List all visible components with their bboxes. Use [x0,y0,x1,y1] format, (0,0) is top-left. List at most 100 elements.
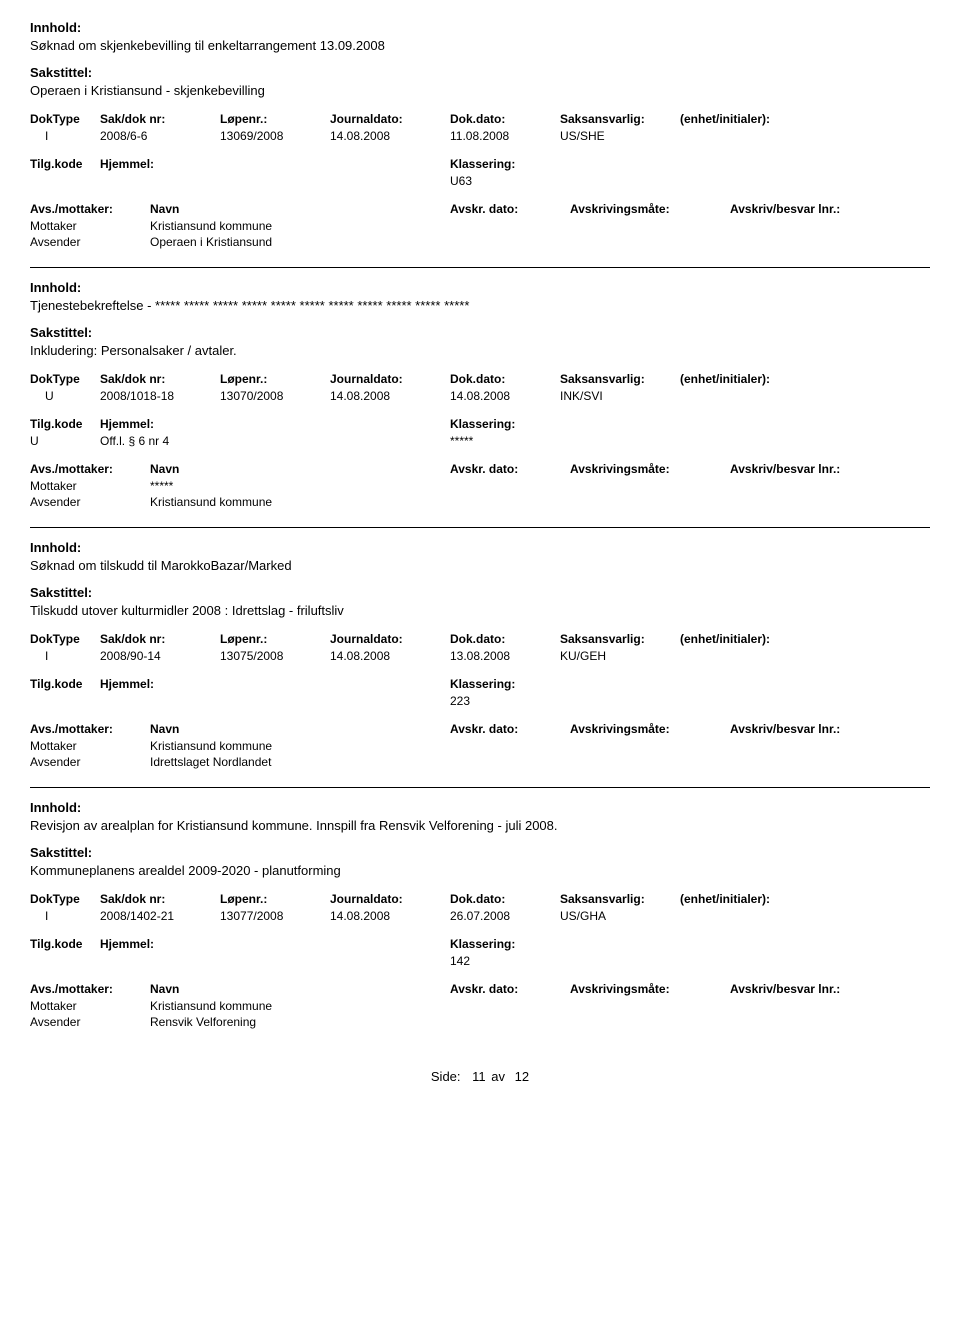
lopenr-value: 13077/2008 [220,909,330,923]
klassering-header: Klassering: [450,677,515,691]
klassering-value: 142 [450,954,470,968]
header-row: DokType Sak/dok nr: Løpenr.: Journaldato… [30,632,930,646]
party-role: Mottaker [30,999,150,1013]
klass-header-row: Tilg.kode Hjemmel: Klassering: [30,937,930,951]
party-navn: Kristiansund kommune [150,999,450,1013]
dokdato-header: Dok.dato: [450,892,560,906]
sakstittel-label: Sakstittel: [30,585,930,600]
party-navn: Rensvik Velforening [150,1015,450,1029]
innhold-label: Innhold: [30,280,930,295]
klassering-value: 223 [450,694,470,708]
party-role: Mottaker [30,479,150,493]
klassering-header: Klassering: [450,417,515,431]
party-role: Avsender [30,495,150,509]
entry-divider [30,267,930,268]
sakstittel-label: Sakstittel: [30,325,930,340]
sakdok-header: Sak/dok nr: [100,372,220,386]
party-row: Avsender Idrettslaget Nordlandet [30,755,930,769]
avskrivbesvar-header: Avskriv/besvar lnr.: [730,462,840,476]
navn-header: Navn [150,982,450,996]
journal-entry: Innhold: Tjenestebekreftelse - ***** ***… [30,280,930,509]
sakstittel-label: Sakstittel: [30,65,930,80]
sakdok-header: Sak/dok nr: [100,892,220,906]
avsmottaker-header: Avs./mottaker: [30,462,150,476]
avskrdato-header: Avskr. dato: [450,202,570,216]
avsmottaker-header: Avs./mottaker: [30,982,150,996]
doktype-value: U [30,389,100,403]
dokdato-header: Dok.dato: [450,112,560,126]
journal-entry: Innhold: Revisjon av arealplan for Krist… [30,800,930,1029]
journal-header: Journaldato: [330,372,450,386]
dokdato-header: Dok.dato: [450,632,560,646]
sakstittel-value: Tilskudd utover kulturmidler 2008 : Idre… [30,603,930,618]
avskrdato-header: Avskr. dato: [450,722,570,736]
party-navn: ***** [150,479,450,493]
enhet-header: (enhet/initialer): [680,632,830,646]
hjemmel-header: Hjemmel: [100,157,450,171]
sakdok-header: Sak/dok nr: [100,632,220,646]
party-navn: Kristiansund kommune [150,739,450,753]
journal-entry: Innhold: Søknad om skjenkebevilling til … [30,20,930,249]
party-role: Mottaker [30,739,150,753]
journal-entry: Innhold: Søknad om tilskudd til MarokkoB… [30,540,930,769]
tilgkode-value [30,174,100,188]
party-row: Avsender Kristiansund kommune [30,495,930,509]
sakdok-value: 2008/6-6 [100,129,220,143]
hjemmel-value: Off.l. § 6 nr 4 [100,434,450,448]
doktype-value: I [30,129,100,143]
enhet-header: (enhet/initialer): [680,112,830,126]
hjemmel-header: Hjemmel: [100,417,450,431]
party-role: Avsender [30,235,150,249]
tilgkode-header: Tilg.kode [30,677,100,691]
dokdato-value: 14.08.2008 [450,389,560,403]
doktype-header: DokType [30,372,100,386]
innhold-value: Tjenestebekreftelse - ***** ***** ***** … [30,298,930,313]
page-footer: Side: 11 av 12 [30,1069,930,1084]
journal-header: Journaldato: [330,632,450,646]
sakdok-header: Sak/dok nr: [100,112,220,126]
innhold-value: Søknad om tilskudd til MarokkoBazar/Mark… [30,558,930,573]
klass-value-row: U63 [30,174,930,188]
party-row: Avsender Rensvik Velforening [30,1015,930,1029]
footer-page: 11 [472,1069,486,1084]
header-row: DokType Sak/dok nr: Løpenr.: Journaldato… [30,892,930,906]
doktype-value: I [30,649,100,663]
avskrmate-header: Avskrivingsmåte: [570,462,730,476]
parties-header-row: Avs./mottaker: Navn Avskr. dato: Avskriv… [30,982,930,996]
klassering-value: ***** [450,434,473,448]
entry-divider [30,787,930,788]
lopenr-header: Løpenr.: [220,112,330,126]
sakstittel-value: Operaen i Kristiansund - skjenkebevillin… [30,83,930,98]
klass-header-row: Tilg.kode Hjemmel: Klassering: [30,677,930,691]
saksansvarlig-header: Saksansvarlig: [560,372,680,386]
sakstittel-value: Kommuneplanens arealdel 2009-2020 - plan… [30,863,930,878]
footer-av-label: av [491,1069,505,1084]
klassering-header: Klassering: [450,937,515,951]
saksansvarlig-header: Saksansvarlig: [560,892,680,906]
avskrivbesvar-header: Avskriv/besvar lnr.: [730,722,840,736]
journal-header: Journaldato: [330,892,450,906]
avskrdato-header: Avskr. dato: [450,462,570,476]
lopenr-header: Løpenr.: [220,372,330,386]
saksansvarlig-value: US/GHA [560,909,680,923]
lopenr-value: 13075/2008 [220,649,330,663]
party-row: Mottaker Kristiansund kommune [30,999,930,1013]
tilgkode-header: Tilg.kode [30,937,100,951]
innhold-label: Innhold: [30,800,930,815]
party-navn: Kristiansund kommune [150,219,450,233]
avskrdato-header: Avskr. dato: [450,982,570,996]
party-row: Avsender Operaen i Kristiansund [30,235,930,249]
hjemmel-value [100,954,450,968]
avskrivbesvar-header: Avskriv/besvar lnr.: [730,982,840,996]
klass-value-row: 223 [30,694,930,708]
journal-value: 14.08.2008 [330,909,450,923]
lopenr-header: Løpenr.: [220,632,330,646]
enhet-header: (enhet/initialer): [680,892,830,906]
footer-side-label: Side: [431,1069,461,1084]
lopenr-value: 13069/2008 [220,129,330,143]
klass-value-row: 142 [30,954,930,968]
klassering-value: U63 [450,174,472,188]
parties-header-row: Avs./mottaker: Navn Avskr. dato: Avskriv… [30,462,930,476]
party-navn: Kristiansund kommune [150,495,450,509]
avskrmate-header: Avskrivingsmåte: [570,722,730,736]
